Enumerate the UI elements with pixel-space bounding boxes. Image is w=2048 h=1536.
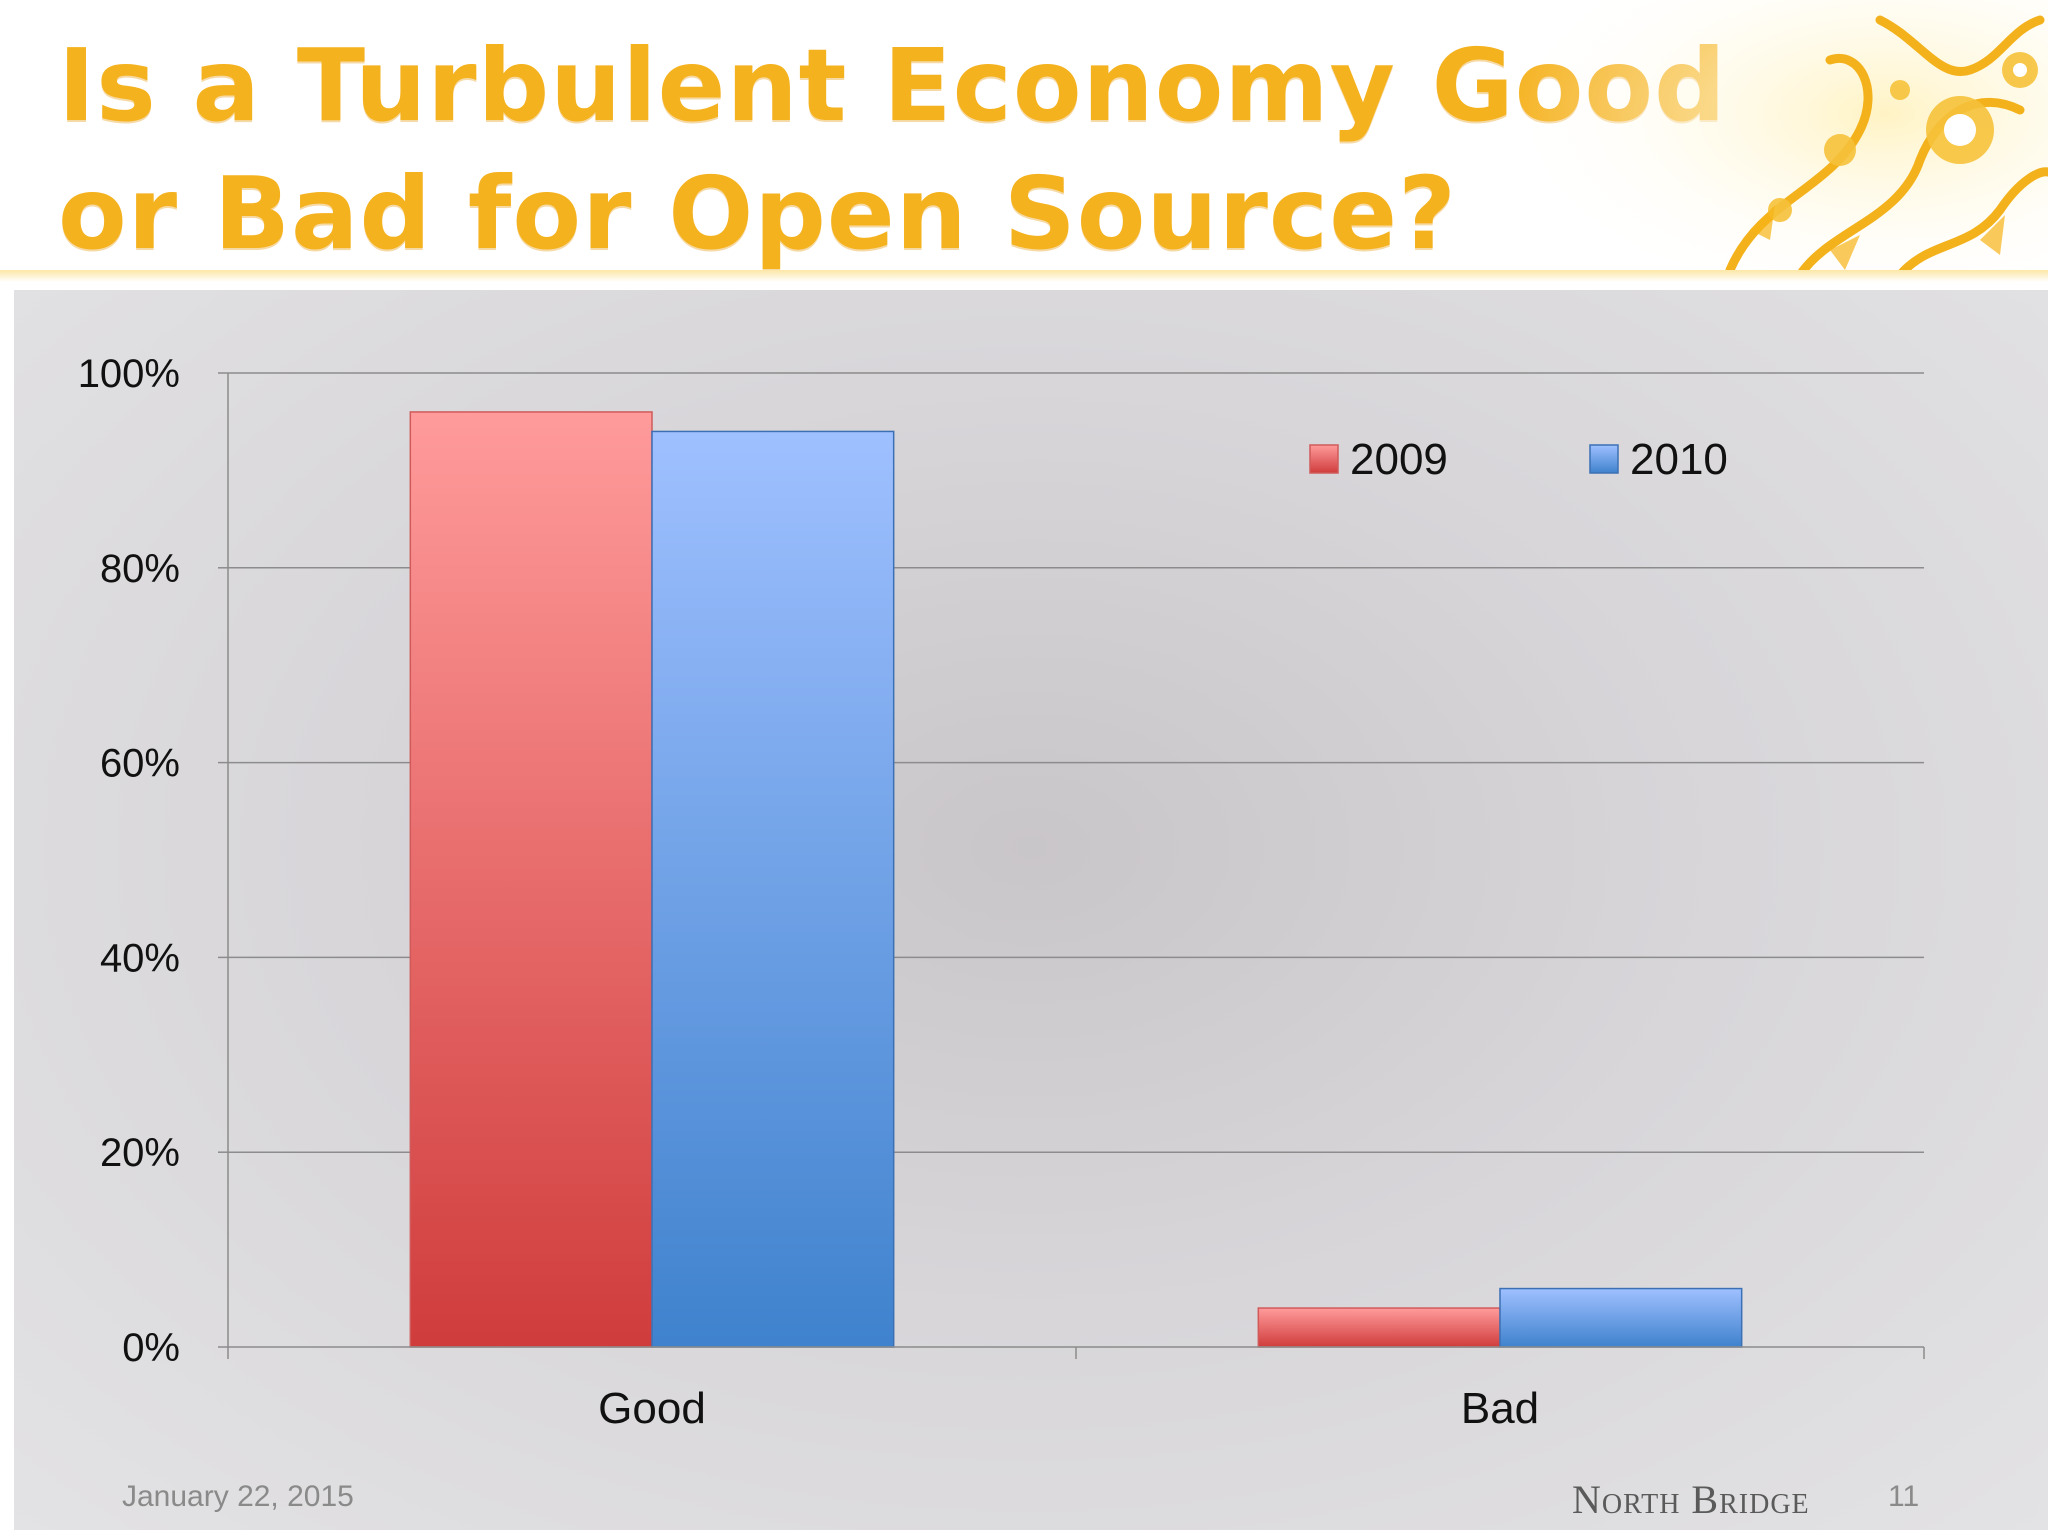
chart-panel: 0% 20% 40% 60% 80% 100% Good Bad 2009 2010 xyxy=(14,290,2048,1530)
slide-title-line-1: Is a Turbulent Economy Good xyxy=(58,27,1727,144)
footer-date: January 22, 2015 xyxy=(122,1480,354,1513)
legend-label-2009: 2009 xyxy=(1350,435,1448,484)
legend: 2009 2010 xyxy=(1309,435,1728,484)
slide-title: Is a Turbulent Economy Good or Bad for O… xyxy=(58,22,1727,278)
page-number: 11 xyxy=(1888,1480,1920,1513)
bar-bad-2010 xyxy=(1499,1287,1743,1348)
slide-header: Is a Turbulent Economy Good or Bad for O… xyxy=(0,0,2048,285)
legend-swatch-2009 xyxy=(1309,444,1339,474)
y-tick-label: 20% xyxy=(100,1131,180,1175)
y-tick-label: 40% xyxy=(100,936,180,980)
axis-labels: 0% 20% 40% 60% 80% 100% Good Bad xyxy=(78,352,1539,1433)
y-tick-label: 0% xyxy=(122,1326,180,1370)
bar-bad-2009 xyxy=(1257,1307,1501,1348)
y-tick-label: 60% xyxy=(100,742,180,786)
footer-brand-logo: North Bridge xyxy=(1572,1477,1810,1522)
bars xyxy=(409,411,1743,1348)
header-divider xyxy=(0,270,2048,282)
legend-swatch-2010 xyxy=(1589,444,1619,474)
x-category-label: Good xyxy=(598,1384,706,1433)
axes xyxy=(218,372,1925,1359)
slide-title-line-2: or Bad for Open Source? xyxy=(58,155,1458,272)
x-category-label: Bad xyxy=(1461,1384,1539,1433)
bar-good-2010 xyxy=(651,430,895,1348)
bar-chart: 0% 20% 40% 60% 80% 100% Good Bad 2009 2010 xyxy=(78,352,1925,1433)
y-tick-label: 80% xyxy=(100,547,180,591)
bar-good-2009 xyxy=(409,411,653,1348)
legend-label-2010: 2010 xyxy=(1630,435,1728,484)
decorative-swirl-ornament xyxy=(1500,0,2048,285)
y-tick-label: 100% xyxy=(78,352,180,396)
